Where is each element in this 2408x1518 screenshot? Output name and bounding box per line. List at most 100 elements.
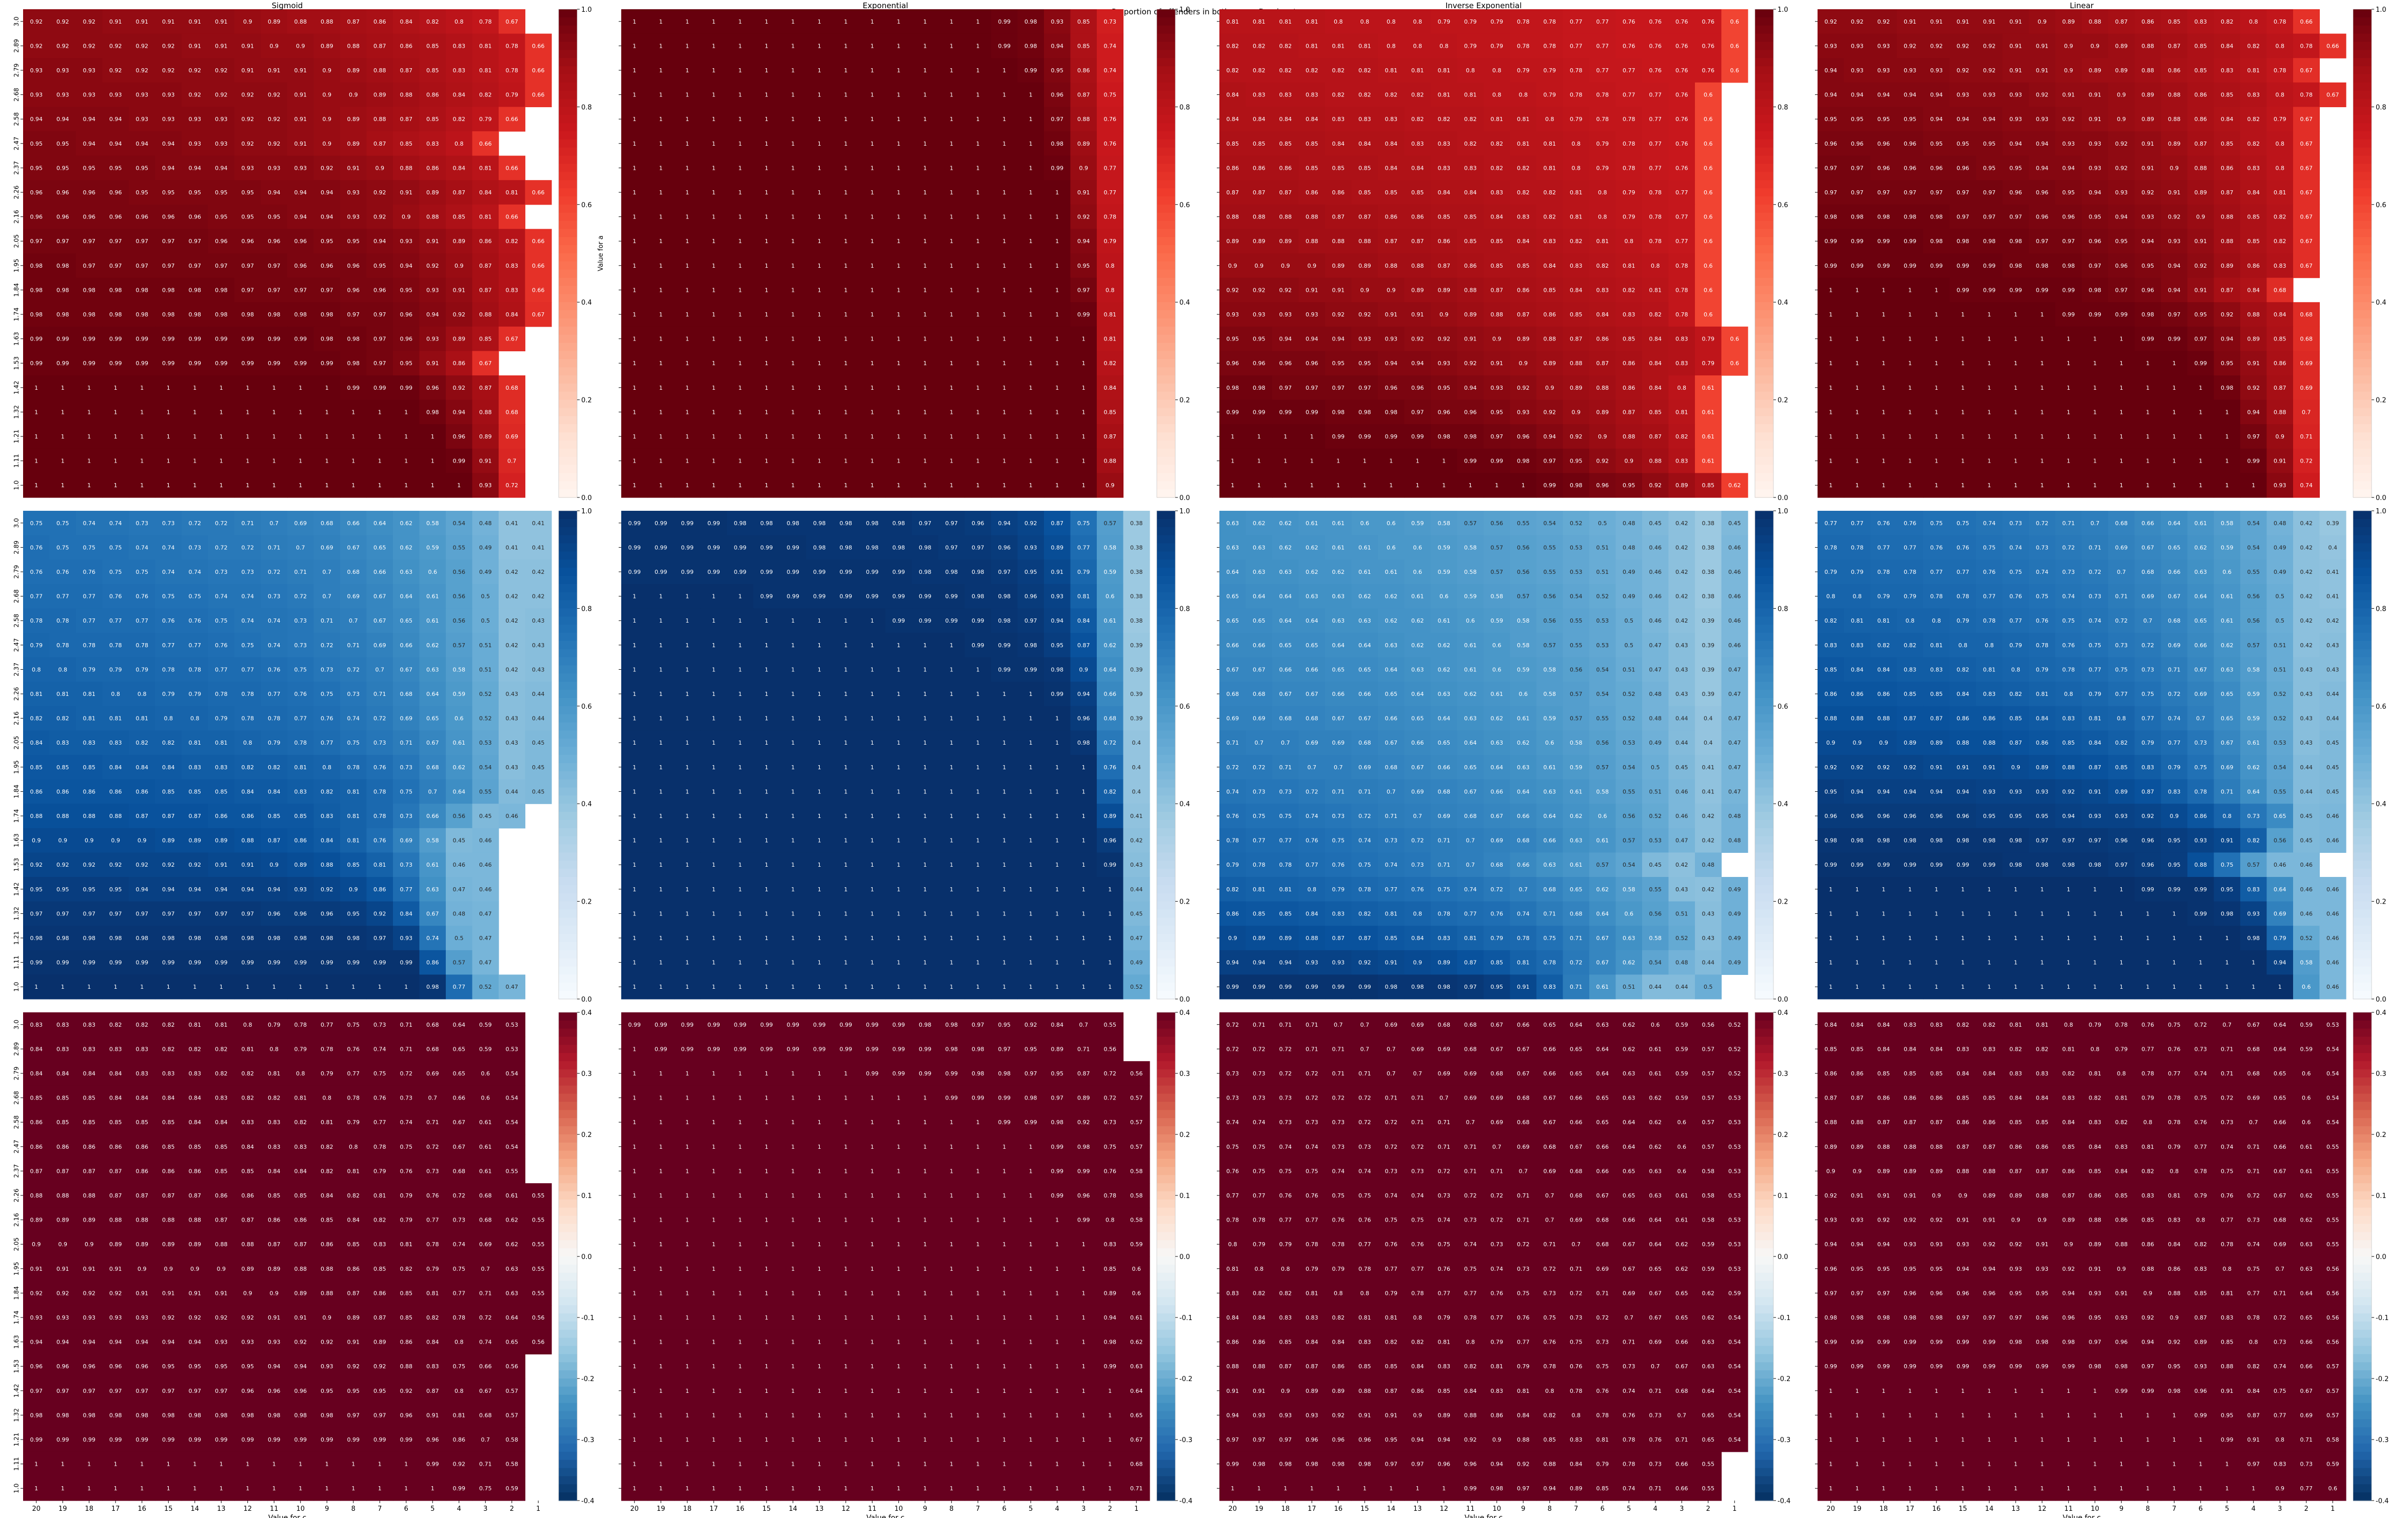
cell-value-label: 1 bbox=[712, 862, 716, 868]
cell-value-label: 0.73 bbox=[373, 740, 386, 746]
cell-value-label: 1 bbox=[712, 165, 716, 171]
cell-value-label: 1 bbox=[685, 360, 689, 367]
cell-value-label: 0.77 bbox=[136, 617, 149, 624]
colorbar-segment bbox=[1755, 98, 1773, 108]
cell-value-label: 1 bbox=[738, 141, 742, 147]
cell-value-label: 1 bbox=[378, 433, 382, 440]
cell-value-label: 1 bbox=[923, 433, 927, 440]
cell-value-label: 0.82 bbox=[2274, 214, 2286, 221]
colorbar-segment bbox=[1157, 155, 1175, 165]
colorbar-segment bbox=[1755, 359, 1773, 368]
cell-value-label: 0.77 bbox=[1675, 189, 1688, 196]
cell-value-label: 1 bbox=[1829, 360, 1832, 367]
cell-value-label: 1 bbox=[1002, 837, 1006, 844]
cell-value-label: 0.82 bbox=[1253, 43, 1266, 49]
cell-value-label: 0.67 bbox=[373, 617, 386, 624]
cell-value-label: 0.73 bbox=[189, 544, 202, 551]
cell-value-label: 1 bbox=[765, 740, 768, 746]
cell-value-label: 1 bbox=[685, 92, 689, 98]
cell-value-label: 0.83 bbox=[2247, 165, 2260, 171]
cell-value-label: 0.98 bbox=[1464, 433, 1477, 440]
cell-value-label: 0.93 bbox=[136, 92, 149, 98]
cell-value-label: 0.96 bbox=[268, 238, 281, 245]
cell-value-label: 0.92 bbox=[373, 189, 386, 196]
colorbar-segment bbox=[559, 440, 577, 449]
colorbar-segment bbox=[2353, 375, 2372, 384]
cell-value-label: 1 bbox=[923, 18, 927, 25]
cell-value-label: 1 bbox=[738, 165, 742, 171]
cell-value-label: 0.8 bbox=[243, 740, 252, 746]
cell-value-label: 0.73 bbox=[268, 593, 281, 600]
cell-value-label: 0.73 bbox=[400, 862, 413, 868]
cell-value-label: 1 bbox=[1935, 336, 1938, 343]
cell-value-label: 1 bbox=[738, 92, 742, 98]
cell-value-label: 0.54 bbox=[479, 764, 492, 771]
cell-value-label: 0.85 bbox=[426, 43, 439, 49]
cell-value-label: 0.85 bbox=[2168, 18, 2181, 25]
heatmap-cell bbox=[419, 180, 446, 205]
cell-value-label: 0.9 bbox=[349, 92, 358, 98]
cell-value-label: 0.9 bbox=[323, 141, 332, 147]
cell-value-label: 0.43 bbox=[532, 666, 545, 673]
cell-value-label: 0.76 bbox=[83, 569, 96, 575]
cell-value-label: 0.91 bbox=[1051, 569, 1064, 575]
cell-value-label: 1 bbox=[976, 837, 980, 844]
cell-value-label: 1 bbox=[659, 862, 663, 868]
cell-value-label: 0.9 bbox=[1519, 360, 1528, 367]
heatmap-cell bbox=[499, 107, 526, 132]
cell-value-label: 0.82 bbox=[1491, 165, 1504, 171]
cell-value-label: 0.98 bbox=[1332, 409, 1345, 415]
cell-value-label: 1 bbox=[1055, 263, 1059, 269]
colorbar-segment bbox=[1157, 229, 1175, 238]
cell-value-label: 0.92 bbox=[2036, 92, 2049, 98]
cell-value-label: 1 bbox=[659, 141, 663, 147]
cell-value-label: 1 bbox=[114, 385, 117, 391]
cell-value-label: 0.82 bbox=[1517, 189, 1530, 196]
cell-value-label: 0.4 bbox=[1132, 740, 1141, 746]
cell-value-label: 0.79 bbox=[1491, 18, 1504, 25]
heatmap-cell bbox=[208, 58, 235, 83]
cell-value-label: 0.97 bbox=[1411, 409, 1424, 415]
cell-value-label: 0.99 bbox=[945, 617, 958, 624]
cell-value-label: 0.83 bbox=[1306, 92, 1318, 98]
cell-value-label: 0.77 bbox=[1596, 43, 1609, 49]
cell-value-label: 0.91 bbox=[294, 116, 307, 123]
cell-value-label: 0.95 bbox=[2089, 214, 2102, 221]
cell-value-label: 1 bbox=[976, 43, 980, 49]
cell-value-label: 0.92 bbox=[189, 92, 202, 98]
cell-value-label: 1 bbox=[738, 433, 742, 440]
cell-value-label: 0.45 bbox=[532, 740, 545, 746]
cell-value-label: 1 bbox=[1908, 409, 1912, 415]
colorbar-segment bbox=[559, 958, 577, 967]
cell-value-label: 1 bbox=[871, 458, 874, 465]
cell-value-label: 0.93 bbox=[136, 116, 149, 123]
cell-value-label: 0.6 bbox=[1730, 18, 1740, 25]
y-tick-label: 2.58 bbox=[13, 112, 20, 126]
cell-value-label: 1 bbox=[791, 837, 795, 844]
cell-value-label: 0.91 bbox=[1464, 336, 1477, 343]
colorbar-tick-label: 0.0 bbox=[581, 494, 592, 502]
cell-value-label: 0.93 bbox=[1385, 336, 1398, 343]
cell-value-label: 0.98 bbox=[1227, 385, 1239, 391]
cell-value-label: 1 bbox=[220, 433, 223, 440]
cell-value-label: 0.94 bbox=[1983, 116, 1996, 123]
heatmap-cell bbox=[287, 82, 314, 107]
cell-value-label: 1 bbox=[765, 116, 768, 123]
cell-value-label: 0.41 bbox=[532, 520, 545, 527]
cell-value-label: 0.73 bbox=[136, 520, 149, 527]
cell-value-label: 1 bbox=[1284, 433, 1287, 440]
heatmap-cell bbox=[472, 253, 499, 278]
cell-value-label: 1 bbox=[950, 837, 953, 844]
cell-value-label: 0.95 bbox=[1051, 67, 1064, 74]
cell-value-label: 0.92 bbox=[1983, 43, 1996, 49]
cell-value-label: 1 bbox=[818, 862, 821, 868]
cell-value-label: 0.87 bbox=[479, 385, 492, 391]
cell-value-label: 1 bbox=[1231, 482, 1234, 489]
heatmap-cell bbox=[287, 180, 314, 205]
cell-value-label: 0.77 bbox=[1104, 165, 1117, 171]
cell-value-label: 0.76 bbox=[1702, 43, 1715, 49]
cell-value-label: 0.86 bbox=[453, 360, 466, 367]
cell-value-label: 0.98 bbox=[30, 935, 43, 942]
cell-value-label: 0.76 bbox=[1675, 116, 1688, 123]
cell-value-label: 0.87 bbox=[1649, 433, 1662, 440]
